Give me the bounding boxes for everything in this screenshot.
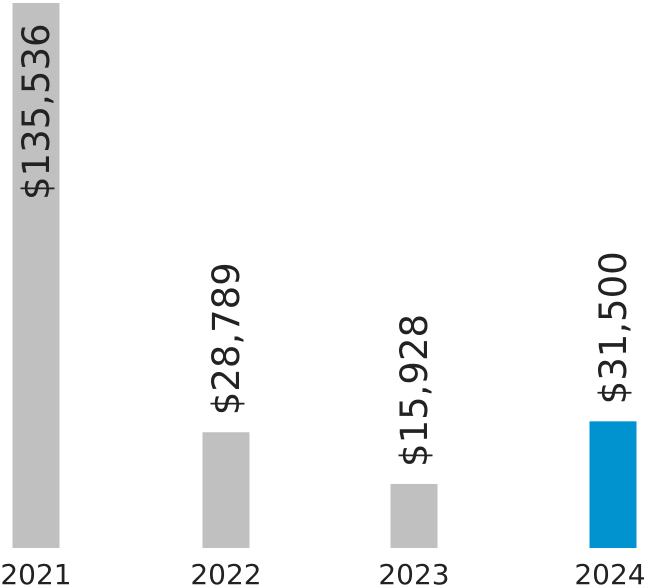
value-label-2024: $31,500 <box>592 251 635 404</box>
x-tick-label-2021: 2021 <box>0 558 71 588</box>
value-label-2023: $15,928 <box>393 314 436 467</box>
x-tick-labels-layer: 2021 2022 2023 2024 <box>0 558 645 588</box>
bar-2022 <box>202 432 250 548</box>
x-tick-label-2024: 2024 <box>574 558 645 588</box>
bar-2021 <box>12 3 60 548</box>
value-label-2022: $28,789 <box>205 262 248 415</box>
bar-2024 <box>589 421 637 548</box>
value-labels-layer: $135,536 $28,789 $15,928 $31,500 <box>15 23 635 466</box>
x-tick-label-2023: 2023 <box>378 558 449 588</box>
value-label-2021: $135,536 <box>15 23 58 200</box>
bar-2023 <box>390 483 438 548</box>
bars-layer <box>12 3 637 548</box>
x-tick-label-2022: 2022 <box>190 558 261 588</box>
